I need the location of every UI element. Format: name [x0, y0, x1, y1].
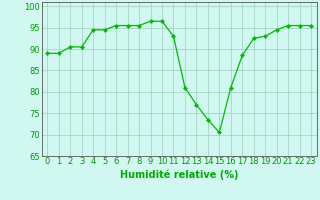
X-axis label: Humidité relative (%): Humidité relative (%) [120, 169, 238, 180]
